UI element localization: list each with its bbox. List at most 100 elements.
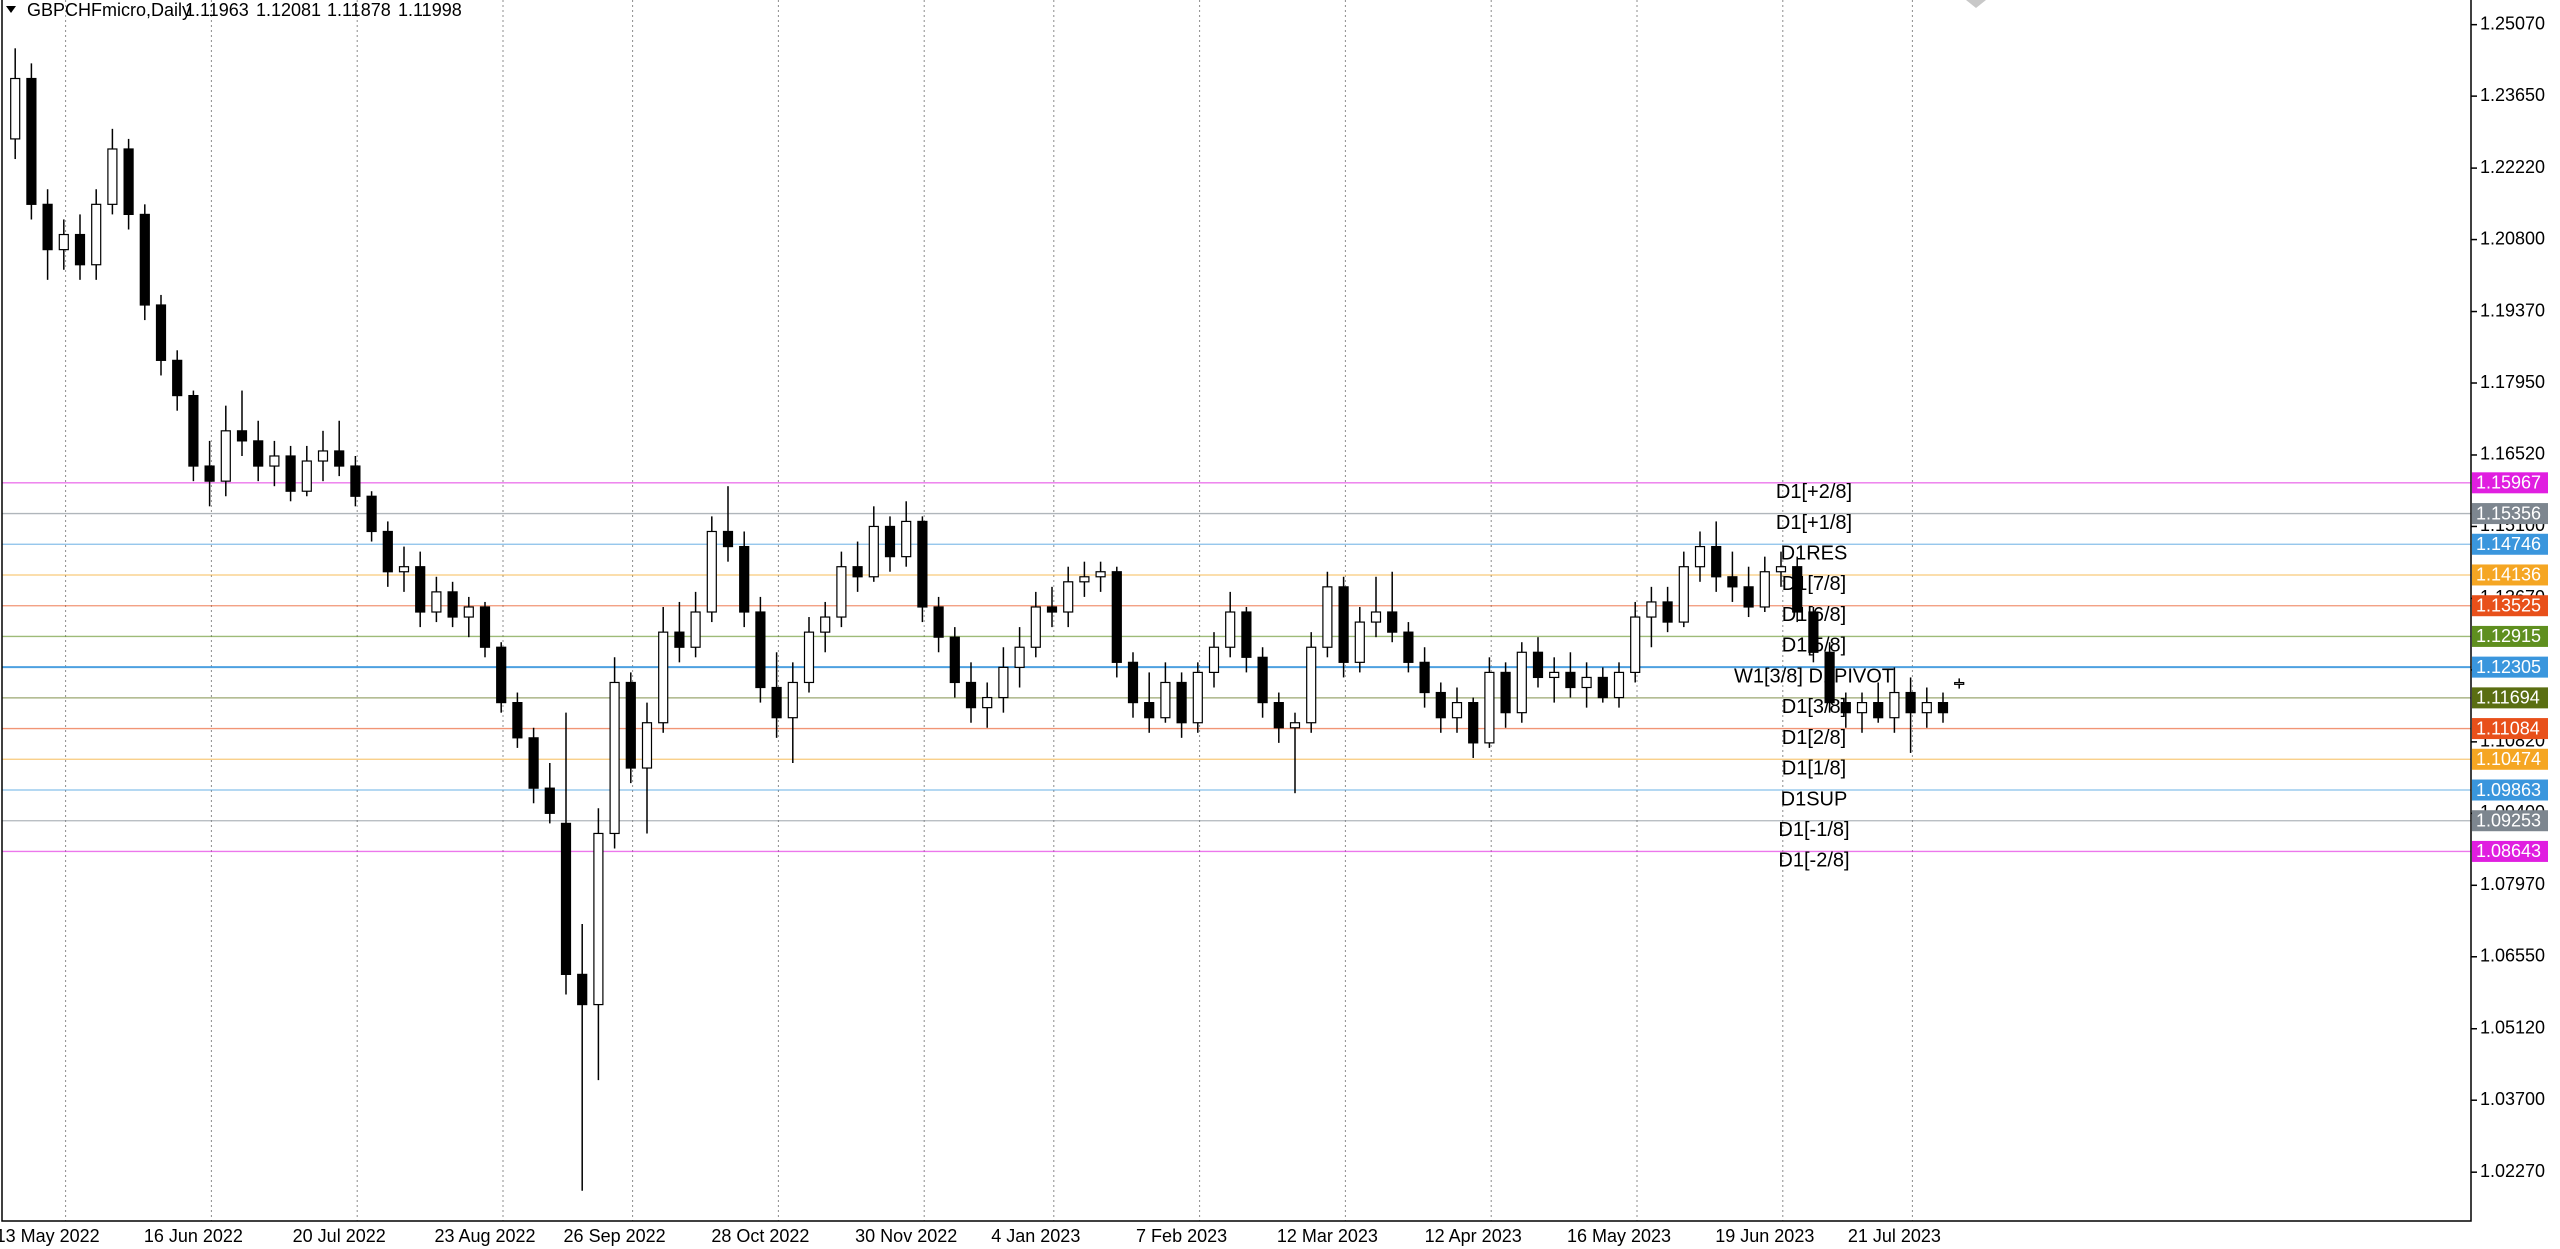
candle-body-down xyxy=(1743,586,1754,608)
candle-body-down xyxy=(1241,611,1252,658)
candle-body-down xyxy=(544,787,555,814)
candle-body-down xyxy=(285,455,296,492)
candle-body-up xyxy=(609,681,620,835)
candle-body-up xyxy=(641,722,653,769)
level-price-label: 1.09253 xyxy=(2476,810,2541,830)
candle-body-down xyxy=(1532,651,1544,679)
x-tick-label: 4 Jan 2023 xyxy=(991,1226,1080,1246)
candle-body-down xyxy=(1500,671,1511,714)
level-price-label: 1.15356 xyxy=(2476,503,2541,523)
y-tick-label: 1.25070 xyxy=(2480,13,2545,33)
level-price-box xyxy=(2472,564,2548,586)
candle-body-down xyxy=(74,233,86,266)
candle-body-down xyxy=(560,822,572,975)
candle-body-down xyxy=(1127,661,1139,704)
candle-body-down xyxy=(1711,545,1722,578)
label-layer: D1[+2/8] D1[+1/8] D1RES D1[7/8] D1[6/8] D1[5/… xyxy=(1734,481,1894,872)
candle-body-down xyxy=(1727,576,1738,588)
level-price-box xyxy=(2472,595,2548,617)
level-price-label: 1.08643 xyxy=(2476,841,2541,861)
candle-body-down xyxy=(1597,676,1608,699)
candle-body-down xyxy=(1824,651,1835,704)
level-label: D1[-2/8] xyxy=(1778,850,1849,872)
level-label: D1[2/8] xyxy=(1782,727,1846,749)
candle-body-up xyxy=(1775,566,1787,573)
level-price-label: 1.15967 xyxy=(2476,473,2541,493)
candle-body-up xyxy=(658,631,669,724)
candle-layer xyxy=(10,48,1965,1191)
axis-layer: 13 May 2022 16 Jun 2022 20 Jul 2022 23 Aug … xyxy=(0,13,2548,1246)
level-price-label: 1.14136 xyxy=(2476,565,2541,585)
candle-body-up xyxy=(706,530,717,613)
shift-marker xyxy=(1966,0,1986,8)
x-tick-label: 26 Sep 2022 xyxy=(564,1226,666,1246)
candle-body-down xyxy=(1840,702,1851,714)
level-price-box xyxy=(2472,779,2548,801)
candle-body-down xyxy=(1565,671,1576,689)
candle-body-up xyxy=(1581,676,1592,689)
candle-body-down xyxy=(1273,702,1284,729)
x-tick-label: 28 Oct 2022 xyxy=(711,1226,809,1246)
candle-body-up xyxy=(1549,671,1560,679)
candle-body-up xyxy=(901,520,912,558)
level-price-box xyxy=(2472,503,2548,525)
candle-body-down xyxy=(739,545,750,613)
header-ohlc: 1.11963 1.12081 1.11878 1.11998 xyxy=(185,0,462,20)
level-label: D1[-1/8] xyxy=(1778,819,1849,841)
candle-body-up xyxy=(1063,581,1074,613)
candle-body-up xyxy=(803,631,815,684)
y-tick-label: 1.22220 xyxy=(2480,157,2545,177)
candle-body-down xyxy=(933,606,944,638)
level-label: D1[7/8] xyxy=(1782,573,1846,595)
level-price-label: 1.14746 xyxy=(2476,534,2541,554)
candle-body-down xyxy=(1937,702,1949,714)
y-tick-label: 1.20800 xyxy=(2480,228,2545,248)
candle-body-up xyxy=(1095,571,1106,578)
header-value: 1.11963 xyxy=(185,0,249,20)
candle-body-down xyxy=(771,686,782,719)
level-price-label: 1.11694 xyxy=(2476,688,2540,708)
level-price-label: 1.12915 xyxy=(2476,626,2541,646)
candle-body-down xyxy=(949,636,960,684)
candle-body-down xyxy=(1387,611,1398,633)
level-price-label: 1.12305 xyxy=(2476,657,2541,677)
level-price-box xyxy=(2472,656,2548,678)
candle-body-down xyxy=(577,973,588,1006)
y-tick-label: 1.03700 xyxy=(2480,1089,2545,1109)
candle-body-down xyxy=(1468,702,1479,744)
candle-body-up xyxy=(1225,611,1236,648)
level-price-label: 1.10474 xyxy=(2476,749,2541,769)
candle-body-up xyxy=(107,148,118,205)
candle-body-up xyxy=(1160,681,1171,719)
chart-title: GBPCHFmicro,Daily xyxy=(27,0,191,20)
candle-body-up xyxy=(1079,576,1090,583)
menu-arrow[interactable] xyxy=(6,6,16,13)
level-label: D1[6/8] xyxy=(1782,604,1846,626)
candle-body-up xyxy=(1484,671,1495,744)
candle-body-down xyxy=(155,304,167,361)
candle-body-down xyxy=(366,495,377,533)
candle-body-down xyxy=(1808,611,1819,653)
y-tick-label: 1.16520 xyxy=(2480,444,2545,464)
candle-body-up xyxy=(431,591,442,613)
candle-body-up xyxy=(1921,702,1932,714)
candle-body-up xyxy=(820,616,831,633)
level-label: D1[+2/8] xyxy=(1776,481,1852,503)
candle-body-down xyxy=(625,681,636,769)
candle-body-up xyxy=(1630,616,1641,674)
candle-body-down xyxy=(139,213,150,306)
candle-body-down xyxy=(1111,571,1122,663)
candle-body-down xyxy=(188,394,199,467)
candle-body-down xyxy=(479,606,491,648)
level-price-label: 1.09863 xyxy=(2476,780,2541,800)
level-label: D1SUP xyxy=(1781,788,1848,810)
x-tick-label: 12 Apr 2023 xyxy=(1425,1226,1522,1246)
candle-body-up xyxy=(1694,545,1706,568)
candle-body-down xyxy=(528,737,539,789)
candle-body-up xyxy=(868,525,879,578)
candle-body-up xyxy=(10,77,21,140)
x-tick-label: 13 May 2022 xyxy=(0,1226,100,1246)
x-tick-label: 30 Nov 2022 xyxy=(855,1226,957,1246)
candle-body-down xyxy=(1144,702,1155,719)
